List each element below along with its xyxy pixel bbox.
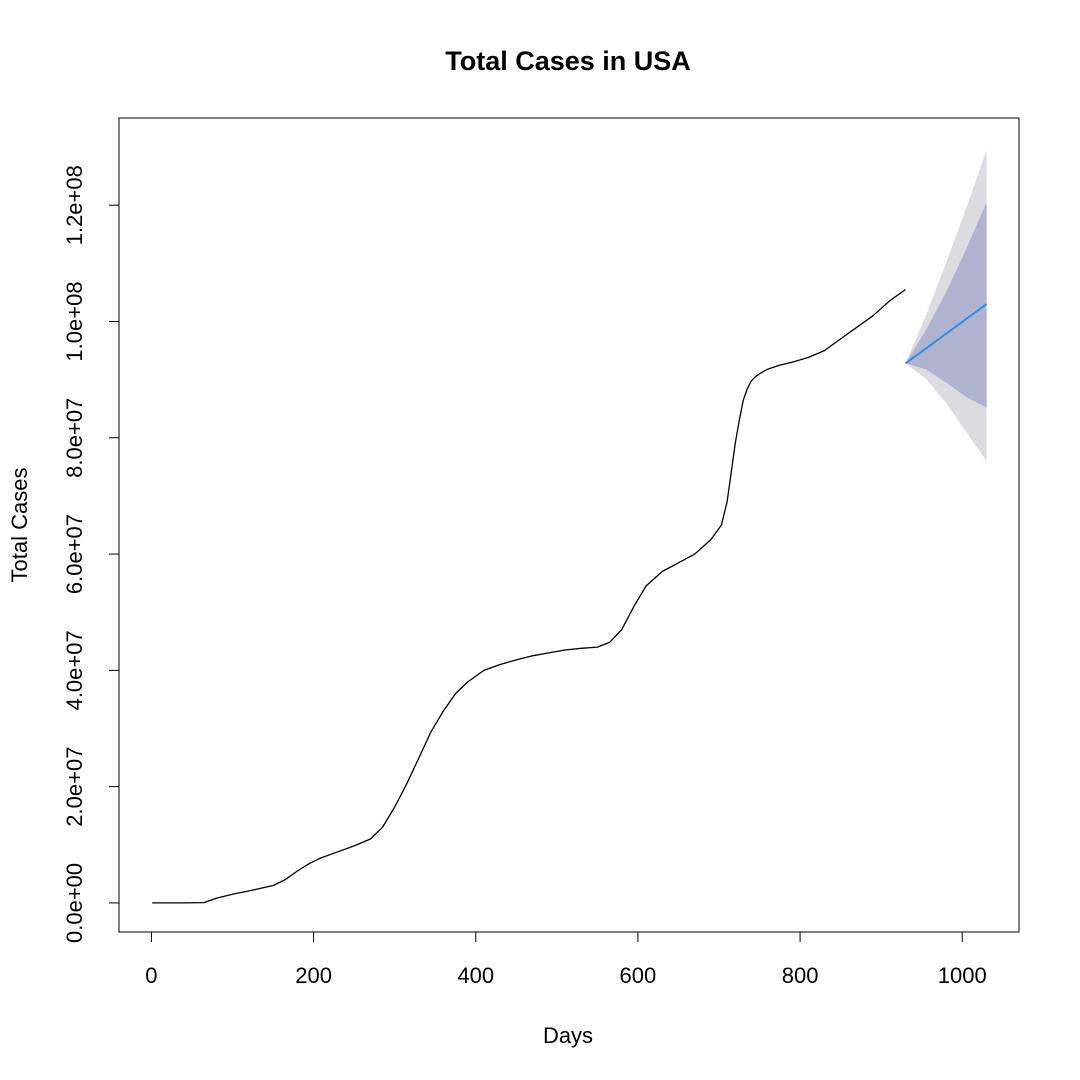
x-tick-label: 1000 xyxy=(938,963,987,988)
x-axis-label: Days xyxy=(543,1023,593,1048)
x-tick-label: 600 xyxy=(620,963,657,988)
y-tick-label: 0.0e+00 xyxy=(62,863,87,943)
series-lines xyxy=(152,288,988,904)
y-tick-label: 8.0e+07 xyxy=(62,398,87,478)
observed-series-line xyxy=(152,288,906,904)
y-axis: 0.0e+00 2.0e+07 4.0e+07 6.0e+07 8.0e+07 1.0e+… xyxy=(62,165,120,943)
y-tick-label: 6.0e+07 xyxy=(62,514,87,594)
y-tick-label: 1.2e+08 xyxy=(62,165,87,245)
forecast-band-80 xyxy=(905,202,987,408)
x-tick-label: 800 xyxy=(782,963,819,988)
y-tick-label: 4.0e+07 xyxy=(62,630,87,710)
y-axis-label: Total Cases xyxy=(7,468,32,583)
forecast-series-line xyxy=(904,303,988,365)
x-axis: 0 200 400 600 800 1000 xyxy=(145,931,987,988)
x-tick-label: 400 xyxy=(457,963,494,988)
y-tick-label: 1.0e+08 xyxy=(62,281,87,361)
forecast-interval-80 xyxy=(905,202,987,408)
plot-frame xyxy=(118,117,1020,933)
y-tick-label: 2.0e+07 xyxy=(62,747,87,827)
chart-title: Total Cases in USA xyxy=(445,46,691,76)
x-tick-label: 0 xyxy=(145,963,157,988)
x-tick-label: 200 xyxy=(295,963,332,988)
